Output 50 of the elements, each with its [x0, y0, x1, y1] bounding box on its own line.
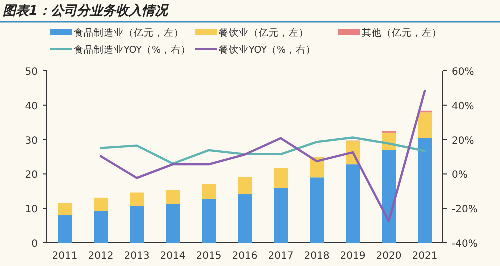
x-tick-label: 2019: [340, 251, 366, 262]
y-tick-label: 50: [25, 67, 38, 78]
bar: [310, 178, 324, 243]
legend-label: 餐饮业YOY（%，右）: [219, 44, 316, 56]
y2-tick-label: -20%: [452, 204, 478, 216]
legend-label: 食品制造业YOY（%，右）: [74, 44, 192, 56]
x-tick-label: 2015: [196, 251, 222, 262]
y-tick-label: 0: [32, 239, 38, 250]
bar: [202, 198, 216, 243]
y2-tick-label: 40%: [452, 101, 474, 112]
bar: [418, 138, 432, 243]
x-tick-label: 2013: [124, 251, 150, 262]
x-tick-label: 2012: [88, 251, 114, 262]
x-tick-label: 2014: [160, 251, 186, 262]
line-series: [100, 90, 426, 222]
x-tick-label: 2011: [52, 251, 78, 262]
y2-tick-label: 60%: [452, 67, 474, 78]
bar: [94, 198, 108, 212]
y2-tick-label: 0%: [452, 170, 468, 182]
x-tick-label: 2018: [304, 251, 330, 262]
x-tick-label: 2017: [268, 251, 294, 262]
bar: [238, 194, 252, 243]
bar: [130, 206, 144, 243]
bar: [238, 177, 252, 194]
bar: [166, 204, 180, 243]
chart-title: 图表1：公司分业务收入情况: [3, 3, 170, 19]
y-tick-label: 10: [25, 204, 38, 216]
bar: [346, 164, 360, 243]
x-tick-label: 2016: [232, 251, 258, 262]
bar: [130, 192, 144, 206]
y-tick-label: 40: [25, 101, 38, 112]
bar: [58, 203, 72, 216]
y-tick-label: 30: [25, 136, 38, 147]
y-tick-label: 20: [25, 170, 38, 182]
y2-tick-label: -40%: [452, 239, 478, 250]
bar: [94, 211, 108, 243]
x-tick-label: 2021: [412, 251, 438, 262]
line-series: [100, 136, 426, 165]
bar: [418, 112, 432, 138]
bar: [382, 150, 396, 243]
x-tick-label: 2020: [376, 251, 402, 262]
legend-label: 餐饮业（亿元，左）: [219, 27, 309, 39]
y2-tick-label: 20%: [452, 136, 474, 147]
bar: [202, 184, 216, 199]
bar: [58, 215, 72, 243]
bar: [274, 188, 288, 243]
bar: [274, 168, 288, 188]
legend-label: 其他（亿元，左）: [362, 27, 442, 39]
bar: [166, 190, 180, 204]
legend-label: 食品制造业（亿元，左）: [74, 27, 184, 39]
